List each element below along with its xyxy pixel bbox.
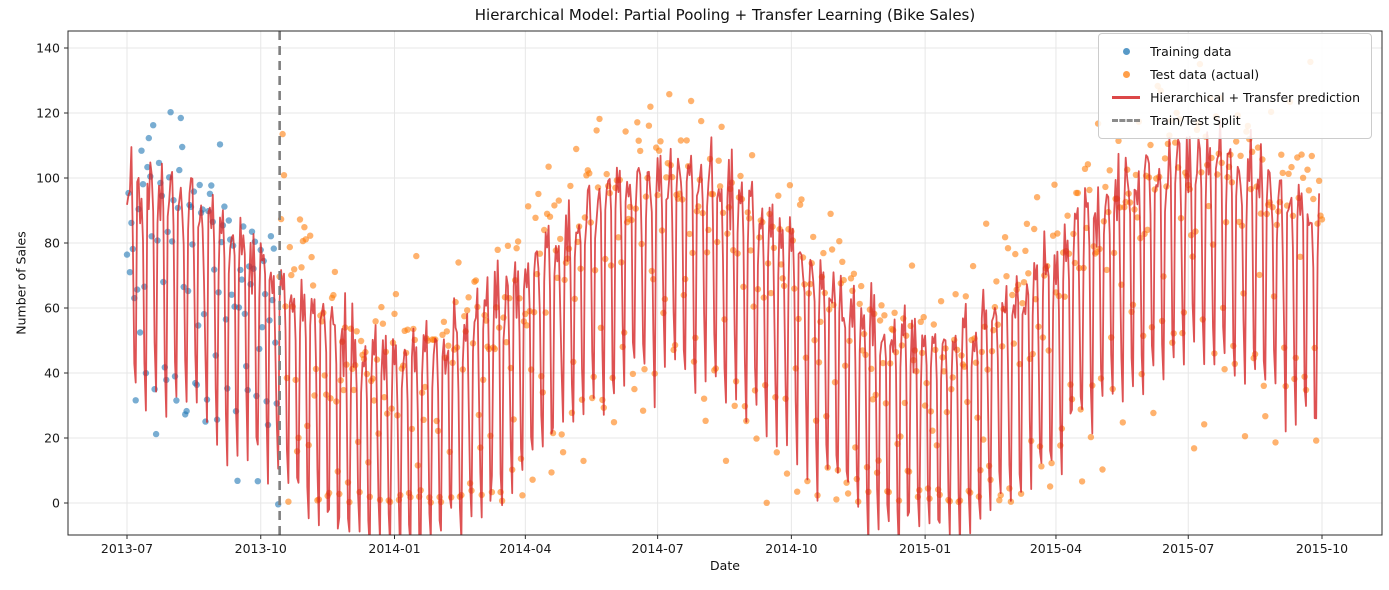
x-tick-label: 2015-04 — [1030, 541, 1082, 556]
y-tick-label: 140 — [36, 41, 60, 56]
y-tick-label: 100 — [36, 171, 60, 186]
x-axis-label: Date — [710, 558, 740, 573]
y-axis-label: Number of Sales — [13, 231, 29, 335]
x-tick-label: 2014-07 — [632, 541, 684, 556]
y-tick-label: 20 — [44, 431, 60, 446]
prediction-line-icon — [1110, 96, 1142, 99]
axes: 2013-07 2013-10 2014-01 2014-04 2014-07 2014-… — [36, 30, 1383, 556]
legend-item-test-data: Test data (actual) — [1110, 63, 1360, 86]
legend-label-training-data: Training data — [1150, 44, 1232, 59]
prediction-line — [126, 119, 1320, 535]
x-tick-label: 2014-10 — [765, 541, 817, 556]
legend-item-split: Train/Test Split — [1110, 109, 1360, 132]
y-tick-label: 0 — [52, 496, 60, 511]
y-tick-label: 40 — [44, 366, 60, 381]
x-tick-label: 2015-01 — [899, 541, 951, 556]
legend-label-split: Train/Test Split — [1150, 113, 1241, 128]
x-tick-label: 2013-10 — [235, 541, 287, 556]
legend-label-prediction: Hierarchical + Transfer prediction — [1150, 90, 1360, 105]
gridlines — [68, 31, 1382, 535]
training-data-dot-icon — [1110, 48, 1142, 55]
test-data-dot-icon — [1110, 71, 1142, 78]
x-tick-label: 2015-07 — [1162, 541, 1214, 556]
legend-item-training-data: Training data — [1110, 40, 1360, 63]
x-axis: 2013-07 2013-10 2014-01 2014-04 2014-07 2014-… — [101, 535, 1348, 556]
chart-title: Hierarchical Model: Partial Pooling + Tr… — [474, 6, 976, 24]
legend: Training data Test data (actual) Hierarc… — [1098, 33, 1372, 139]
x-tick-label: 2013-07 — [101, 541, 153, 556]
legend-item-prediction: Hierarchical + Transfer prediction — [1110, 86, 1360, 109]
y-axis: 0 20 40 60 80 100 120 140 — [36, 41, 68, 511]
x-tick-label: 2015-10 — [1296, 541, 1348, 556]
x-tick-label: 2014-04 — [499, 541, 551, 556]
y-tick-label: 60 — [44, 301, 60, 316]
legend-label-test-data: Test data (actual) — [1150, 67, 1260, 82]
y-tick-label: 120 — [36, 106, 60, 121]
y-tick-label: 80 — [44, 236, 60, 251]
x-tick-label: 2014-01 — [368, 541, 420, 556]
split-dashed-line-icon — [1110, 119, 1142, 122]
